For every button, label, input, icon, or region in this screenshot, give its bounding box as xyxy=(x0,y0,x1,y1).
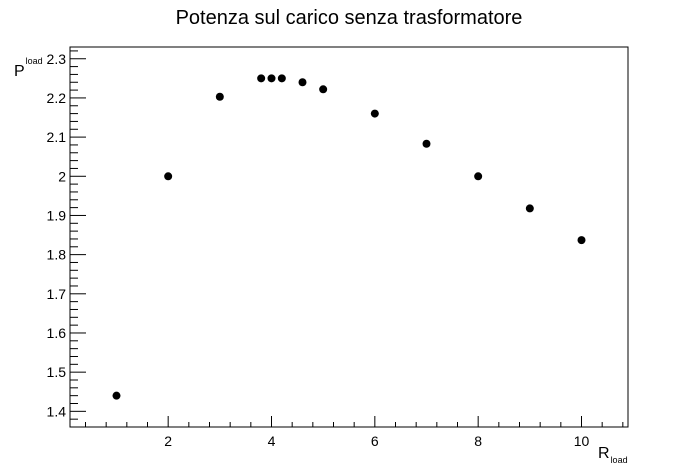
x-tick-label: 2 xyxy=(164,433,172,449)
y-tick-label: 1.8 xyxy=(47,247,67,263)
y-tick-label: 1.6 xyxy=(47,325,67,341)
x-axis-label: Rload xyxy=(598,445,628,465)
data-point xyxy=(267,74,276,83)
data-point xyxy=(164,172,173,181)
x-tick-label: 10 xyxy=(574,433,590,449)
x-tick-label: 6 xyxy=(371,433,379,449)
data-point xyxy=(277,74,286,83)
data-point xyxy=(257,74,266,83)
x-tick-label: 4 xyxy=(268,433,276,449)
plot-frame xyxy=(69,46,629,428)
y-axis: 1.4 1.5 1.6 1.7 1.8 1.9 2 2.1 2.2 2.3 xyxy=(47,50,86,428)
y-tick-label: 1.4 xyxy=(47,403,67,419)
chart-title: Potenza sul carico senza trasformatore xyxy=(176,7,523,29)
y-axis-label: Pload xyxy=(14,56,43,80)
data-point xyxy=(422,139,431,148)
data-points xyxy=(112,74,586,400)
y-tick-label: 1.9 xyxy=(47,207,67,223)
y-tick-label: 1.5 xyxy=(47,364,67,380)
y-tick-label: 2 xyxy=(58,168,66,184)
y-tick-label: 1.7 xyxy=(47,286,67,302)
y-tick-label: 2.2 xyxy=(47,90,67,106)
y-tick-label: 2.3 xyxy=(47,51,67,67)
data-point xyxy=(319,85,328,94)
data-point xyxy=(370,109,379,118)
x-tick-label: 8 xyxy=(474,433,482,449)
y-tick-label: 2.1 xyxy=(47,129,67,145)
data-point xyxy=(112,391,121,400)
x-axis: 2 4 6 8 10 xyxy=(85,416,624,449)
data-point xyxy=(298,78,307,87)
data-point xyxy=(525,204,534,213)
data-point xyxy=(577,236,586,245)
data-point xyxy=(474,172,483,181)
data-point xyxy=(215,92,224,101)
